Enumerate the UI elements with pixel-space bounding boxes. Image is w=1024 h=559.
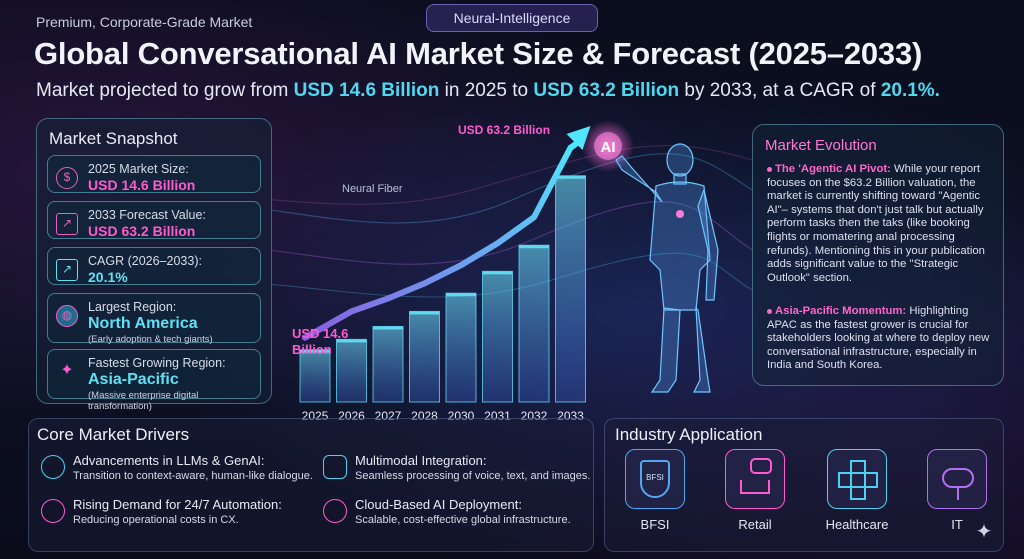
neural-fiber-label: Neural Fiber: [342, 183, 403, 195]
growth-arrow: [302, 139, 582, 341]
subtitle-cagr-value: 20.1%.: [880, 80, 940, 101]
driver-item-llm: Advancements in LLMs & GenAI: Transition…: [41, 453, 313, 482]
page-title: Global Conversational AI Market Size & F…: [34, 36, 923, 71]
card-label: Largest Region:: [88, 300, 177, 314]
drivers-title: Core Market Drivers: [37, 425, 190, 444]
industry-title: Industry Application: [615, 425, 763, 444]
card-value: 20.1%: [88, 269, 128, 285]
start-value-label: USD 14.6 Billion: [292, 326, 348, 357]
bar-2025: [299, 349, 331, 403]
driver-desc: Scalable, cost-effective global infrastr…: [355, 514, 571, 526]
ai-figure: AI: [582, 120, 719, 393]
card-value: Asia-Pacific: [88, 371, 179, 388]
bar-2028: [409, 310, 440, 403]
paragraph-body: While your report focuses on the $63.2 B…: [767, 163, 985, 284]
network-cloud-icon: [927, 449, 987, 509]
bar-cap-2027: [373, 326, 403, 330]
subtitle-text: Market projected to grow from: [36, 80, 294, 101]
evolution-paragraph-agentic: The 'Agentic AI Pivot: While your report…: [767, 163, 997, 285]
subtitle-end-value: USD 63.2 Billion: [533, 80, 680, 101]
driver-desc: Reducing operational costs in CX.: [73, 514, 239, 526]
bar-2027: [372, 325, 404, 403]
driver-title: Advancements in LLMs & GenAI:: [73, 453, 265, 468]
snapshot-card-cagr: ↗ CAGR (2026–2033): 20.1%: [47, 247, 261, 285]
paragraph-heading: The 'Agentic AI Pivot:: [775, 163, 891, 175]
sparkle-icon: ✦: [975, 521, 993, 543]
gear-icon: [41, 499, 65, 523]
forecast-chart: Neural Fiber 2025 2026 2027 2028 2030 2031 203…: [272, 120, 752, 423]
market-snapshot-panel: Market Snapshot $ 2025 Market Size: USD …: [36, 118, 272, 412]
growth-icon: ↗: [56, 259, 78, 281]
core-drivers-panel: Core Market Drivers Advancements in LLMs…: [28, 418, 594, 552]
dollar-icon: $: [56, 167, 78, 189]
driver-item-multimodal: Multimodal Integration: Seamless process…: [323, 453, 591, 482]
industry-label-retail: Retail: [738, 517, 772, 532]
driver-title: Cloud-Based AI Deployment:: [355, 497, 522, 512]
subtitle-text: in 2025 to: [439, 80, 534, 101]
cloud-icon: [323, 499, 347, 523]
bfsi-shield-icon: BFSI: [625, 449, 685, 509]
card-note: (Massive enterprise digital transformati…: [88, 390, 199, 412]
header-kicker: Premium, Corporate-Grade Market: [36, 14, 253, 30]
driver-item-automation: Rising Demand for 24/7 Automation: Reduc…: [41, 497, 282, 526]
bfsi-glyph: BFSI: [640, 460, 670, 498]
snapshot-card-fastest-region: ✦ Fastest Growing Region: Asia-Pacific (…: [47, 349, 261, 412]
bar-2031: [482, 270, 513, 403]
subtitle-start-value: USD 14.6 Billion: [293, 80, 440, 101]
bar-2030: [445, 292, 477, 403]
snapshot-title: Market Snapshot: [49, 129, 178, 148]
bar-cap-2033: [555, 175, 586, 179]
industry-label-healthcare: Healthcare: [825, 517, 889, 532]
industry-application-panel: Industry Application BFSI BFSI Retail He…: [604, 418, 1004, 552]
bar-group: [299, 175, 586, 403]
card-label: Fastest Growing Region:: [88, 356, 226, 370]
card-label: 2033 Forecast Value:: [88, 208, 206, 222]
paragraph-heading: Asia-Pacific Momentum:: [775, 305, 907, 317]
subtitle-text: by 2033, at a CAGR of: [679, 80, 881, 101]
trend-up-icon: ↗: [56, 213, 78, 235]
card-label: 2025 Market Size:: [88, 162, 189, 176]
bar-cap-2030: [446, 293, 476, 297]
header-badge: Neural-Intelligence: [426, 4, 598, 32]
driver-title: Rising Demand for 24/7 Automation:: [73, 497, 282, 512]
snapshot-card-largest-region: ◍ Largest Region: North America (Early a…: [47, 293, 261, 345]
driver-desc: Seamless processing of voice, text, and …: [355, 470, 591, 482]
card-value: North America: [88, 315, 198, 332]
card-label: CAGR (2026–2033):: [88, 254, 202, 268]
card-note: (Early adoption & tech giants): [88, 334, 213, 345]
bar-2033: [555, 175, 586, 403]
page-subtitle: Market projected to grow from USD 14.6 B…: [36, 80, 940, 102]
evolution-paragraph-apac: Asia-Pacific Momentum: Highlighting APAC…: [767, 305, 997, 373]
medical-cross-icon: [827, 449, 887, 509]
bar-cap-2025: [300, 349, 330, 353]
driver-title: Multimodal Integration:: [355, 453, 487, 468]
snapshot-card-2033-forecast: ↗ 2033 Forecast Value: USD 63.2 Billion: [47, 201, 261, 239]
bar-cap-2031: [482, 271, 513, 275]
card-value: USD 14.6 Billion: [88, 177, 196, 193]
evolution-title: Market Evolution: [765, 137, 877, 154]
driver-desc: Transition to context-aware, human-like …: [73, 470, 313, 482]
market-evolution-panel: Market Evolution The 'Agentic AI Pivot: …: [752, 124, 1004, 386]
bullet-icon: [767, 166, 772, 172]
end-value-label: USD 63.2 Billion: [458, 123, 550, 137]
bar-2026: [336, 338, 367, 403]
bar-cap-2032: [519, 245, 549, 249]
driver-item-cloud: Cloud-Based AI Deployment: Scalable, cos…: [323, 497, 571, 526]
cart-icon: [725, 449, 785, 509]
industry-label-bfsi: BFSI: [640, 517, 670, 532]
map-icon: ✦: [60, 362, 74, 379]
bullet-icon: [767, 308, 772, 314]
snapshot-card-2025-size: $ 2025 Market Size: USD 14.6 Billion: [47, 155, 261, 193]
paragraph-body: Highlighting APAC as the fastest grower …: [767, 305, 990, 372]
brain-icon: [41, 455, 65, 479]
card-value: USD 63.2 Billion: [88, 223, 196, 239]
bar-cap-2028: [409, 311, 440, 315]
bar-cap-2026: [336, 339, 367, 343]
bar-2032: [518, 244, 550, 403]
industry-label-it: IT: [951, 517, 963, 532]
globe-icon: ◍: [56, 305, 78, 327]
chat-icon: [323, 455, 347, 479]
ai-badge-label: AI: [601, 139, 616, 156]
